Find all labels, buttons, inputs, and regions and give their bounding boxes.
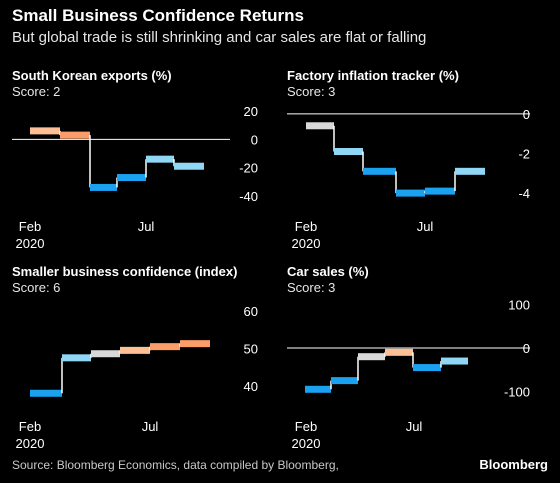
panel-title-korean-exports: South Korean exports (%) xyxy=(12,68,172,83)
step-segment xyxy=(455,167,485,175)
step-segment xyxy=(146,155,174,163)
step-segment xyxy=(425,187,455,195)
source-note: Source: Bloomberg Economics, data compil… xyxy=(12,458,339,472)
step-segment xyxy=(60,131,90,139)
y-tick-label: 20 xyxy=(244,104,258,119)
step-segment xyxy=(363,167,396,175)
panel-score-business-confidence: Score: 6 xyxy=(12,280,61,295)
x-tick-label: Feb xyxy=(19,219,41,234)
y-tick-label: 0 xyxy=(523,107,530,122)
x-tick-label: 2020 xyxy=(16,236,45,251)
panel-score-factory-inflation: Score: 3 xyxy=(287,84,336,99)
y-tick-label: 0 xyxy=(523,341,530,356)
step-segment xyxy=(385,348,413,356)
y-tick-label: 50 xyxy=(244,342,258,357)
step-segment xyxy=(305,385,331,393)
step-segment xyxy=(180,340,210,348)
step-segment xyxy=(117,174,146,182)
bloomberg-logo: Bloomberg xyxy=(479,457,548,472)
chart-subtitle: But global trade is still shrinking and … xyxy=(12,29,427,46)
x-tick-label: 2020 xyxy=(292,236,321,251)
panel-title-factory-inflation: Factory inflation tracker (%) xyxy=(287,68,459,83)
y-tick-label: 40 xyxy=(244,379,258,394)
x-tick-label: Feb xyxy=(295,419,317,434)
y-tick-label: -40 xyxy=(239,189,258,204)
panel-title-car-sales: Car sales (%) xyxy=(287,264,369,279)
step-segment xyxy=(30,389,62,397)
y-tick-label: -20 xyxy=(239,161,258,176)
x-tick-label: Feb xyxy=(295,219,317,234)
step-segment xyxy=(413,364,441,372)
step-segment xyxy=(396,189,425,197)
x-tick-label: Jul xyxy=(138,219,155,234)
panel-score-car-sales: Score: 3 xyxy=(287,280,336,295)
y-tick-label: 60 xyxy=(244,304,258,319)
x-tick-label: Jul xyxy=(406,419,423,434)
step-segment xyxy=(306,122,334,130)
x-tick-label: Jul xyxy=(417,219,434,234)
y-tick-label: -4 xyxy=(518,186,530,201)
y-tick-label: 0 xyxy=(251,132,258,147)
panel-score-korean-exports: Score: 2 xyxy=(12,84,61,99)
y-tick-label: -2 xyxy=(518,147,530,162)
panel-title-business-confidence: Smaller business confidence (index) xyxy=(12,264,238,279)
step-segment xyxy=(62,354,91,362)
step-segment xyxy=(174,162,204,170)
step-segment xyxy=(150,343,180,351)
chart-title: Small Business Confidence Returns xyxy=(12,6,304,25)
step-segment xyxy=(30,127,60,135)
y-tick-label: 100 xyxy=(508,298,530,313)
step-segment xyxy=(358,353,385,361)
step-segment xyxy=(90,183,117,191)
step-segment xyxy=(91,350,120,358)
step-segment xyxy=(331,377,358,385)
x-tick-label: 2020 xyxy=(16,436,45,451)
step-segment xyxy=(334,148,363,156)
x-tick-label: Feb xyxy=(19,419,41,434)
step-segment xyxy=(441,357,468,365)
step-segment xyxy=(120,346,150,354)
y-tick-label: -100 xyxy=(504,384,530,399)
x-tick-label: 2020 xyxy=(292,436,321,451)
x-tick-label: Jul xyxy=(142,419,159,434)
